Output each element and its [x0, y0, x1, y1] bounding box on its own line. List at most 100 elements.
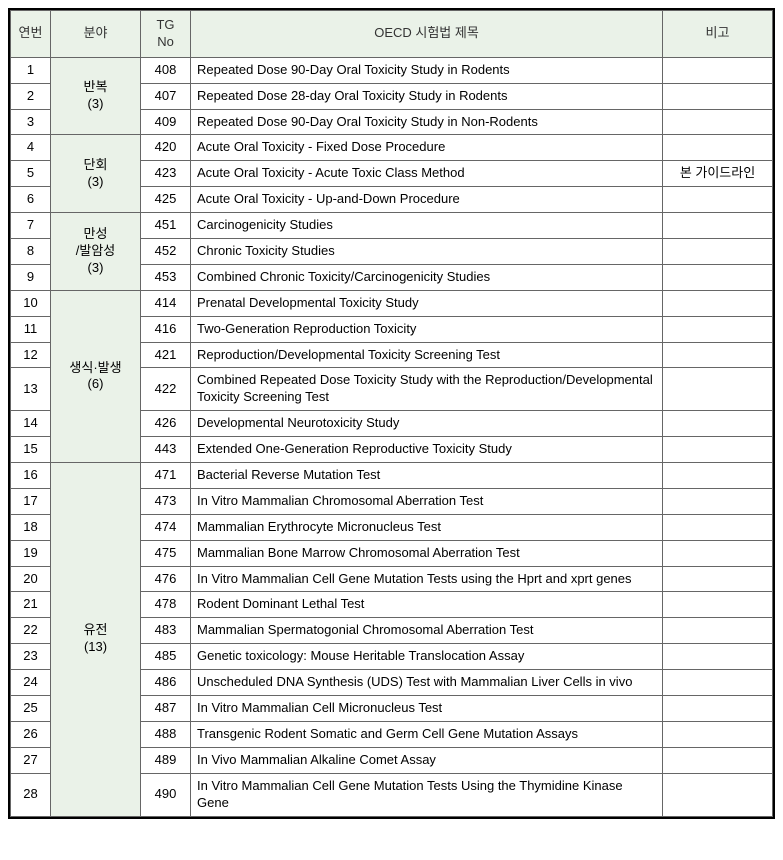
cell-tg-no: 489	[141, 747, 191, 773]
cell-num: 27	[11, 747, 51, 773]
cell-num: 1	[11, 57, 51, 83]
cell-num: 22	[11, 618, 51, 644]
cell-title: Repeated Dose 90-Day Oral Toxicity Study…	[191, 57, 663, 83]
cell-note	[663, 239, 773, 265]
cell-note	[663, 618, 773, 644]
cell-category: 만성 /발암성 (3)	[51, 213, 141, 291]
cell-title: In Vivo Mammalian Alkaline Comet Assay	[191, 747, 663, 773]
cell-num: 15	[11, 437, 51, 463]
cell-category: 생식·발생 (6)	[51, 290, 141, 462]
cell-title: Mammalian Spermatogonial Chromosomal Abe…	[191, 618, 663, 644]
cell-num: 3	[11, 109, 51, 135]
cell-note	[663, 644, 773, 670]
cell-tg-no: 416	[141, 316, 191, 342]
cell-num: 5	[11, 161, 51, 187]
cell-tg-no: 451	[141, 213, 191, 239]
table-row: 7만성 /발암성 (3)451Carcinogenicity Studies	[11, 213, 773, 239]
cell-tg-no: 425	[141, 187, 191, 213]
cell-tg-no: 423	[141, 161, 191, 187]
cell-title: Rodent Dominant Lethal Test	[191, 592, 663, 618]
cell-num: 18	[11, 514, 51, 540]
cell-note	[663, 187, 773, 213]
cell-num: 10	[11, 290, 51, 316]
header-category: 분야	[51, 11, 141, 58]
table-row: 4단회 (3)420Acute Oral Toxicity - Fixed Do…	[11, 135, 773, 161]
cell-title: Genetic toxicology: Mouse Heritable Tran…	[191, 644, 663, 670]
cell-category: 단회 (3)	[51, 135, 141, 213]
cell-note	[663, 696, 773, 722]
cell-title: Extended One-Generation Reproductive Tox…	[191, 437, 663, 463]
cell-num: 23	[11, 644, 51, 670]
cell-note	[663, 437, 773, 463]
cell-title: Combined Chronic Toxicity/Carcinogenicit…	[191, 264, 663, 290]
cell-note	[663, 592, 773, 618]
cell-note	[663, 57, 773, 83]
header-note: 비고	[663, 11, 773, 58]
cell-num: 21	[11, 592, 51, 618]
cell-num: 11	[11, 316, 51, 342]
cell-category: 유전 (13)	[51, 463, 141, 816]
cell-tg-no: 485	[141, 644, 191, 670]
cell-note	[663, 135, 773, 161]
cell-num: 6	[11, 187, 51, 213]
cell-tg-no: 421	[141, 342, 191, 368]
cell-num: 16	[11, 463, 51, 489]
cell-tg-no: 474	[141, 514, 191, 540]
cell-title: Combined Repeated Dose Toxicity Study wi…	[191, 368, 663, 411]
cell-note	[663, 747, 773, 773]
cell-num: 9	[11, 264, 51, 290]
cell-note	[663, 316, 773, 342]
cell-tg-no: 443	[141, 437, 191, 463]
cell-title: Unscheduled DNA Synthesis (UDS) Test wit…	[191, 670, 663, 696]
cell-note	[663, 463, 773, 489]
cell-num: 20	[11, 566, 51, 592]
cell-title: Mammalian Bone Marrow Chromosomal Aberra…	[191, 540, 663, 566]
cell-title: Repeated Dose 90-Day Oral Toxicity Study…	[191, 109, 663, 135]
cell-num: 25	[11, 696, 51, 722]
cell-num: 4	[11, 135, 51, 161]
table-row: 10생식·발생 (6)414Prenatal Developmental Tox…	[11, 290, 773, 316]
cell-tg-no: 420	[141, 135, 191, 161]
cell-num: 24	[11, 670, 51, 696]
cell-note	[663, 670, 773, 696]
cell-note	[663, 213, 773, 239]
cell-tg-no: 414	[141, 290, 191, 316]
cell-tg-no: 473	[141, 488, 191, 514]
table-body: 1반복 (3)408Repeated Dose 90-Day Oral Toxi…	[11, 57, 773, 816]
cell-tg-no: 483	[141, 618, 191, 644]
cell-num: 17	[11, 488, 51, 514]
table-row: 16유전 (13)471Bacterial Reverse Mutation T…	[11, 463, 773, 489]
cell-note	[663, 264, 773, 290]
cell-num: 28	[11, 773, 51, 816]
cell-title: In Vitro Mammalian Cell Gene Mutation Te…	[191, 773, 663, 816]
cell-title: Carcinogenicity Studies	[191, 213, 663, 239]
cell-note: 본 가이드라인	[663, 161, 773, 187]
header-tg-no: TG No	[141, 11, 191, 58]
cell-title: Two-Generation Reproduction Toxicity	[191, 316, 663, 342]
cell-title: Chronic Toxicity Studies	[191, 239, 663, 265]
cell-title: Acute Oral Toxicity - Fixed Dose Procedu…	[191, 135, 663, 161]
cell-tg-no: 486	[141, 670, 191, 696]
cell-category: 반복 (3)	[51, 57, 141, 135]
cell-title: In Vitro Mammalian Chromosomal Aberratio…	[191, 488, 663, 514]
cell-note	[663, 109, 773, 135]
cell-tg-no: 426	[141, 411, 191, 437]
cell-note	[663, 540, 773, 566]
cell-title: Acute Oral Toxicity - Acute Toxic Class …	[191, 161, 663, 187]
cell-title: Mammalian Erythrocyte Micronucleus Test	[191, 514, 663, 540]
cell-note	[663, 83, 773, 109]
cell-num: 7	[11, 213, 51, 239]
cell-note	[663, 721, 773, 747]
cell-num: 8	[11, 239, 51, 265]
cell-tg-no: 476	[141, 566, 191, 592]
cell-tg-no: 478	[141, 592, 191, 618]
cell-num: 2	[11, 83, 51, 109]
cell-note	[663, 342, 773, 368]
cell-note	[663, 368, 773, 411]
cell-title: In Vitro Mammalian Cell Gene Mutation Te…	[191, 566, 663, 592]
cell-title: Repeated Dose 28-day Oral Toxicity Study…	[191, 83, 663, 109]
cell-note	[663, 488, 773, 514]
cell-title: Developmental Neurotoxicity Study	[191, 411, 663, 437]
cell-num: 13	[11, 368, 51, 411]
cell-num: 26	[11, 721, 51, 747]
